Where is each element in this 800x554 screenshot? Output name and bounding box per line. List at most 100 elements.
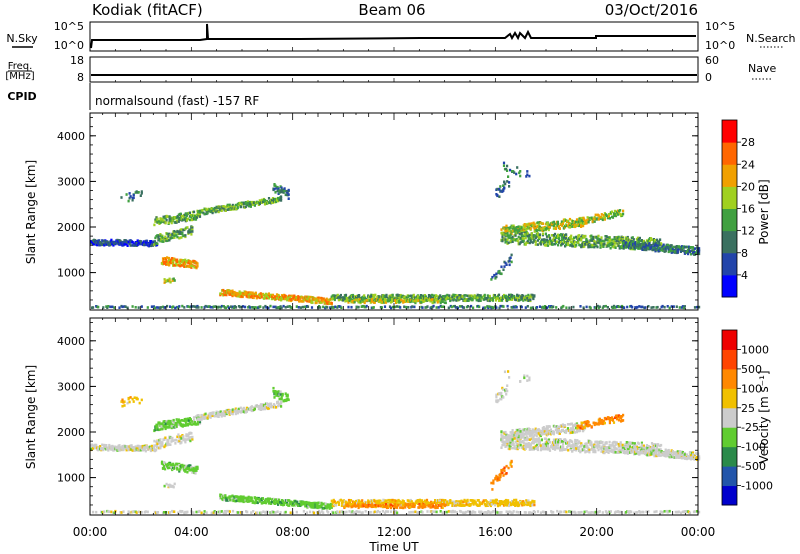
- power-cell: [606, 241, 609, 245]
- velocity-cell: [231, 410, 234, 414]
- velocity-cell: [167, 464, 170, 468]
- power-cell: [460, 297, 463, 300]
- power-cell: [426, 305, 429, 308]
- power-cell: [449, 299, 452, 303]
- velocity-cell: [133, 449, 136, 452]
- power-cell: [546, 244, 550, 247]
- power-cell: [334, 305, 337, 309]
- power-cell: [265, 293, 268, 296]
- velocity-cell: [97, 448, 100, 452]
- power-cell: [541, 222, 544, 225]
- power-cell: [365, 304, 368, 308]
- power-cell: [685, 250, 688, 254]
- power-cell: [136, 239, 139, 242]
- power-cell: [403, 295, 406, 298]
- velocity-cell: [478, 501, 481, 504]
- power-cell: [174, 264, 177, 267]
- power-cell: [168, 277, 171, 281]
- power-cell: [544, 232, 547, 236]
- velocity-cell: [180, 441, 183, 444]
- power-cell: [552, 227, 555, 230]
- power-cell: [242, 305, 245, 308]
- power-cell: [582, 224, 585, 228]
- power-cell: [297, 296, 300, 300]
- power-cell: [341, 299, 344, 302]
- power-cell: [536, 239, 539, 242]
- power-cell: [504, 238, 507, 241]
- power-cell: [579, 305, 582, 308]
- power-cell: [190, 262, 193, 266]
- power-cell: [168, 256, 171, 260]
- power-cell: [272, 296, 276, 300]
- power-cell: [267, 292, 270, 295]
- power-cell: [603, 242, 606, 246]
- power-cell: [534, 243, 537, 246]
- power-cell: [419, 294, 422, 297]
- power-cell: [175, 262, 178, 265]
- power-cell: [614, 214, 618, 218]
- power-cell: [140, 192, 143, 195]
- power-cell: [580, 239, 583, 242]
- power-cell: [511, 240, 514, 243]
- power-cell: [124, 305, 127, 308]
- power-cell: [580, 223, 583, 227]
- power-cell: [396, 305, 399, 308]
- power-cell: [169, 280, 172, 284]
- power-cell: [267, 306, 270, 310]
- power-cell: [128, 192, 131, 195]
- power-cell: [563, 236, 566, 239]
- power-cell: [670, 244, 673, 247]
- power-cell: [307, 295, 310, 299]
- power-cell: [577, 239, 580, 243]
- power-cell: [562, 304, 565, 308]
- power-cell: [550, 234, 554, 237]
- cpid-label: CPID: [7, 90, 36, 103]
- power-cell: [391, 298, 394, 301]
- power-cell: [274, 184, 277, 188]
- power-cell: [415, 299, 418, 303]
- power-cell: [532, 296, 535, 300]
- power-cell: [552, 220, 555, 224]
- velocity-cell: [307, 505, 310, 508]
- velocity-cell: [339, 498, 342, 502]
- velocity-cell: [183, 464, 186, 468]
- power-cell: [534, 236, 537, 240]
- velocity-cell: [123, 400, 126, 403]
- power-cell: [165, 263, 168, 266]
- power-cell: [230, 205, 233, 208]
- power-cell: [520, 232, 523, 235]
- velocity-cell: [346, 501, 350, 505]
- power-cell: [301, 296, 304, 299]
- velocity-cell: [330, 506, 333, 509]
- velocity-cell: [192, 416, 196, 419]
- nsky-tick-high: 10^5: [54, 20, 84, 33]
- power-cell: [363, 301, 366, 305]
- power-cell: [351, 295, 355, 299]
- power-cell: [658, 240, 661, 244]
- power-cell: [572, 244, 575, 248]
- power-cell: [278, 294, 281, 297]
- power-cell: [402, 301, 405, 304]
- power-cell: [483, 293, 486, 297]
- power-cell: [412, 293, 415, 297]
- power-cell: [277, 187, 280, 190]
- power-cell: [496, 194, 499, 198]
- power-cell: [688, 250, 692, 253]
- power-cell: [350, 305, 353, 309]
- velocity-cell: [179, 422, 182, 426]
- power-cell: [696, 305, 699, 309]
- power-cell: [661, 249, 664, 252]
- power-cell: [660, 243, 663, 247]
- power-cell: [165, 258, 168, 261]
- power-cell: [432, 304, 435, 308]
- power-cell: [502, 164, 506, 167]
- power-cell: [526, 170, 529, 173]
- velocity-cell: [194, 415, 198, 418]
- velocity-cell: [337, 501, 340, 504]
- power-cell: [526, 241, 529, 244]
- power-cell: [458, 305, 462, 308]
- power-cell: [579, 221, 582, 225]
- power-cell: [458, 298, 461, 301]
- velocity-cell: [425, 498, 429, 502]
- power-cell: [552, 305, 555, 308]
